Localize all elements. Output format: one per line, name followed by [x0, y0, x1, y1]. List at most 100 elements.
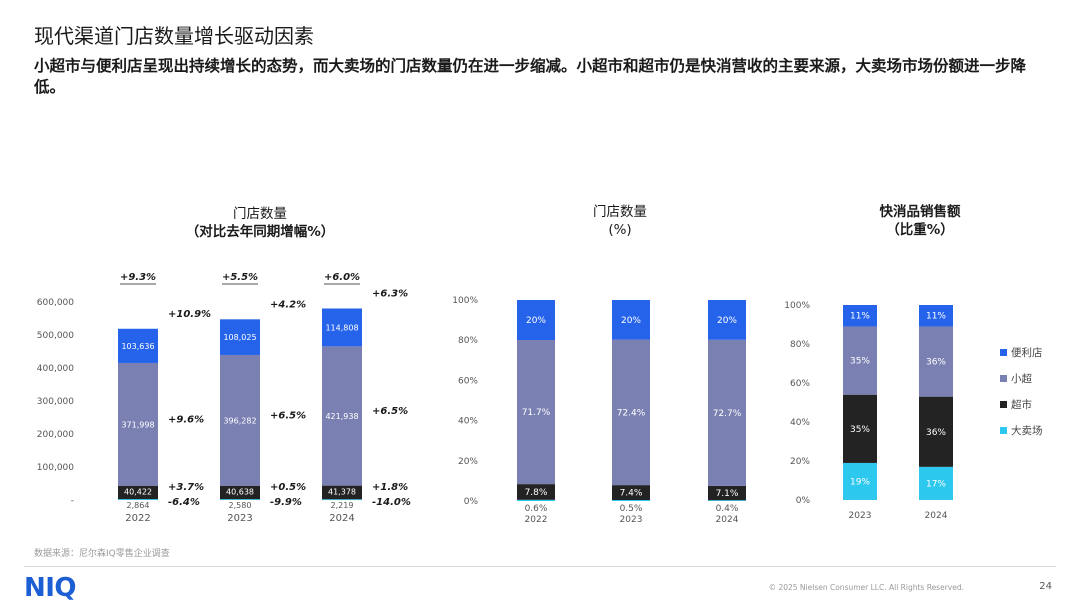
chart2-label-conv: 20% — [717, 316, 737, 326]
chart1-label-hyper: 2,219 — [331, 501, 354, 510]
chart1-ytick: 100,000 — [37, 463, 74, 473]
chart2-bar-conv — [612, 300, 650, 340]
chart1-total-growth: +9.3% — [120, 272, 156, 283]
chart2-ytick: 0% — [464, 497, 479, 507]
chart3-bar-conv — [843, 305, 877, 327]
chart3-ytick: 0% — [796, 496, 811, 506]
page-subtitle: 小超市与便利店呈现出持续增长的态势，而大卖场的门店数量仍在进一步缩减。小超市和超… — [34, 57, 1027, 96]
chart2-label-mini: 71.7% — [522, 408, 551, 418]
chart1-growth-super: +0.5% — [270, 482, 306, 493]
chart1-bar-conv — [220, 319, 260, 355]
chart2-ytick: 80% — [458, 336, 478, 346]
chart3-ytick: 100% — [784, 301, 810, 311]
legend-label: 便利店 — [1011, 346, 1043, 359]
chart1-bar-mini — [118, 362, 158, 486]
chart2-ytick: 100% — [452, 296, 478, 306]
chart1-label-super: 40,422 — [124, 488, 152, 497]
chart3-bar-mini — [843, 326, 877, 395]
chart2-bar-mini — [612, 339, 650, 486]
chart2-label-super: 7.4% — [620, 489, 643, 499]
chart1-total-growth: +5.5% — [222, 272, 258, 283]
chart1-subtitle: （对比去年同期增幅%） — [185, 224, 335, 240]
chart1-bar-hyper — [322, 499, 362, 501]
chart3-ytick: 40% — [790, 418, 810, 428]
chart3-subtitle: （比重%） — [886, 222, 954, 238]
chart2-subtitle: (%) — [608, 222, 632, 238]
chart1-label-conv: 103,636 — [121, 342, 154, 351]
chart1-total-growth: +6.0% — [324, 272, 360, 283]
chart3-label-mini: 36% — [926, 358, 946, 368]
chart3-label-mini: 35% — [850, 357, 870, 367]
chart2-bar-conv — [517, 300, 555, 340]
chart1-growth-hyper: -9.9% — [270, 497, 302, 508]
chart1-title: 门店数量 — [233, 206, 287, 222]
chart1-bar-hyper — [220, 499, 260, 500]
chart1-bar-super — [118, 485, 158, 500]
chart1-growth-conv: +4.2% — [270, 299, 306, 310]
chart1-growth-super: +1.8% — [372, 482, 408, 493]
chart1-growth-conv: +10.9% — [168, 309, 211, 320]
chart1-growth-super: +3.7% — [168, 482, 204, 493]
chart1-heading: 门店数量 （对比去年同期增幅%） — [140, 205, 380, 241]
chart2-label-hyper: 0.4% — [716, 504, 739, 514]
chart3-label-hyper: 17% — [926, 479, 946, 489]
chart1-bar-hyper — [118, 499, 158, 500]
chart2-ytick: 20% — [458, 457, 478, 467]
legend-label: 小超 — [1011, 372, 1033, 385]
chart2-label-super: 7.8% — [525, 488, 548, 498]
chart1-bar-conv — [322, 308, 362, 347]
chart1-label-mini: 396,282 — [223, 416, 256, 425]
legend-swatch — [1000, 375, 1007, 382]
chart3-label-conv: 11% — [926, 312, 946, 322]
chart2-label-super: 7.1% — [716, 489, 739, 499]
chart3-label-super: 36% — [926, 428, 946, 438]
chart2-bar-super — [612, 485, 650, 500]
legend-swatch — [1000, 401, 1007, 408]
chart1-bar-super — [220, 485, 260, 500]
chart2-ytick: 60% — [458, 376, 478, 386]
chart3-heading: 快消品销售额 （比重%） — [840, 203, 1000, 239]
chart1-bar-mini — [322, 346, 362, 486]
legend-swatch — [1000, 427, 1007, 434]
page-number: 24 — [1039, 581, 1052, 592]
chart1-ytick: 300,000 — [37, 397, 74, 407]
chart1-xtick: 2024 — [329, 513, 354, 524]
chart1-ytick: 500,000 — [37, 331, 74, 341]
chart3-bar-super — [919, 396, 953, 467]
chart1-label-mini: 421,938 — [325, 412, 358, 421]
chart3-bar-conv — [919, 305, 953, 327]
chart3-ytick: 80% — [790, 340, 810, 350]
chart1-bar-super — [322, 485, 362, 500]
chart3-ytick: 60% — [790, 379, 810, 389]
chart3-label-super: 35% — [850, 425, 870, 435]
chart1-ytick: 600,000 — [37, 298, 74, 308]
chart1-bar-conv — [118, 328, 158, 363]
chart2-label-hyper: 0.6% — [525, 504, 548, 514]
chart1-ytick: 400,000 — [37, 364, 74, 374]
chart2-bar-hyper — [517, 499, 555, 501]
chart1-label-mini: 371,998 — [121, 420, 154, 429]
chart1-label-conv: 114,808 — [325, 323, 358, 332]
page-title: 现代渠道门店数量增长驱动因素 — [34, 24, 314, 48]
chart2-ytick: 40% — [458, 417, 478, 427]
niq-logo: NIQ — [24, 573, 77, 603]
chart1-label-conv: 108,025 — [223, 333, 256, 342]
chart1-ytick: 200,000 — [37, 430, 74, 440]
chart3-bar-hyper — [919, 466, 953, 500]
chart1-bar-mini — [220, 354, 260, 486]
chart1-xtick: 2022 — [125, 513, 150, 524]
footer-divider — [24, 566, 1056, 567]
chart3-title: 快消品销售额 — [879, 204, 961, 220]
chart3-xtick: 2023 — [849, 511, 872, 521]
chart3-bar-mini — [919, 326, 953, 397]
chart2-bar-hyper — [708, 500, 746, 501]
chart1-growth-mini: +6.5% — [372, 406, 408, 417]
chart3-xtick: 2024 — [925, 511, 948, 521]
chart3-bar-hyper — [843, 462, 877, 500]
chart3-label-conv: 11% — [850, 312, 870, 322]
chart1-label-super: 40,638 — [226, 488, 254, 497]
chart1-growth-conv: +6.3% — [372, 288, 408, 299]
chart2-label-conv: 20% — [621, 316, 641, 326]
chart2-label-hyper: 0.5% — [620, 504, 643, 514]
